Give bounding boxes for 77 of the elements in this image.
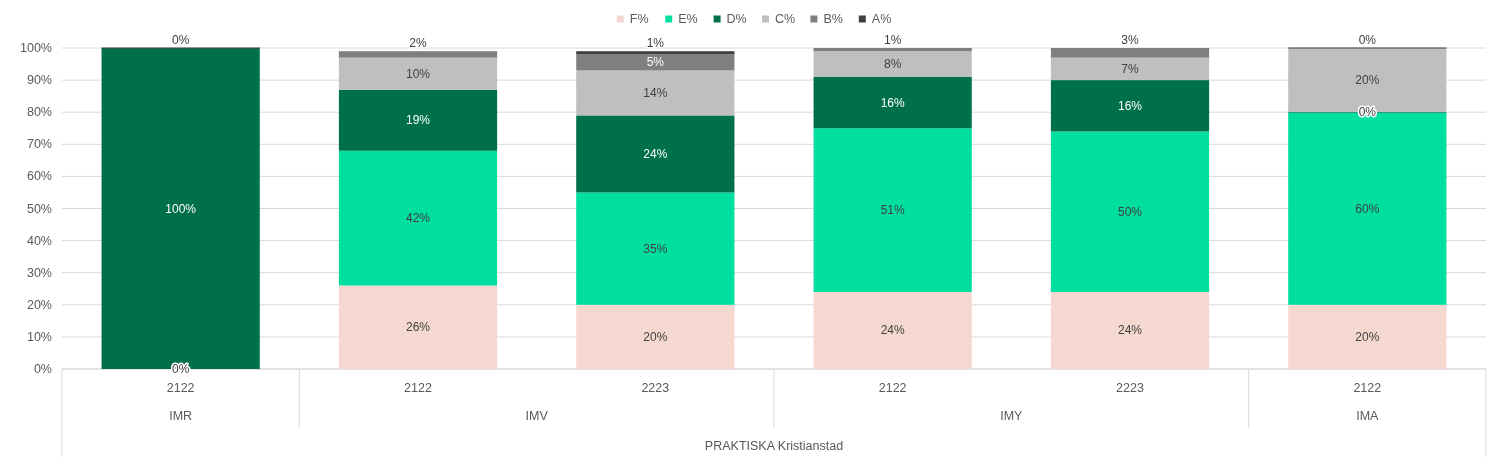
y-tick-label: 10% bbox=[26, 329, 52, 344]
bar bbox=[338, 57, 498, 90]
bar bbox=[338, 285, 498, 369]
bar bbox=[813, 291, 972, 369]
y-tick-label: 20% bbox=[26, 297, 52, 312]
x-axis-title: PRAKTISKA Kristianstad bbox=[704, 439, 844, 453]
data-label: 8% bbox=[883, 57, 902, 72]
text: IMA bbox=[1356, 409, 1380, 423]
data-label: 5% bbox=[646, 55, 665, 70]
data-label: 20% bbox=[1355, 329, 1380, 344]
bar bbox=[576, 192, 735, 305]
data-label: 60% bbox=[1355, 201, 1380, 216]
bar bbox=[1050, 291, 1210, 369]
data-label: 16% bbox=[880, 95, 905, 110]
data-label: 1% bbox=[883, 33, 902, 47]
bar bbox=[1050, 48, 1210, 58]
text: IMY bbox=[1000, 409, 1024, 423]
legend-label: E% bbox=[678, 12, 698, 26]
data-label: 24% bbox=[1117, 323, 1143, 338]
x-tick-label: 2223 bbox=[1116, 381, 1144, 395]
bar bbox=[338, 89, 498, 151]
data-label: 2% bbox=[409, 36, 427, 51]
y-tick-label: 70% bbox=[26, 137, 52, 152]
bar bbox=[338, 51, 498, 58]
y-tick-label: 100% bbox=[20, 41, 52, 55]
x-tick-label: 2122 bbox=[404, 381, 432, 395]
y-tick-label: 50% bbox=[26, 201, 52, 216]
legend-label: C% bbox=[775, 12, 796, 26]
data-label: 51% bbox=[880, 203, 905, 218]
data-label: 0% bbox=[171, 33, 190, 47]
x-tick-label: 2122 bbox=[166, 381, 195, 395]
data-label: 20% bbox=[1355, 73, 1380, 88]
legend-label: D% bbox=[726, 12, 747, 26]
bar bbox=[1050, 57, 1210, 81]
bar bbox=[338, 150, 498, 286]
data-label: 3% bbox=[1121, 33, 1139, 47]
data-label: 26% bbox=[405, 320, 431, 335]
data-label: 42% bbox=[405, 211, 431, 226]
bar bbox=[576, 70, 735, 116]
data-label: 24% bbox=[643, 146, 668, 161]
bar bbox=[1050, 80, 1210, 132]
y-tick-label: 30% bbox=[26, 265, 52, 280]
data-label: 24% bbox=[880, 323, 905, 338]
bar bbox=[576, 115, 735, 193]
data-label: 100% bbox=[165, 201, 197, 216]
data-label: 35% bbox=[643, 241, 668, 256]
x-tick-label: 2122 bbox=[878, 381, 907, 395]
bar bbox=[1050, 131, 1210, 292]
legend-label: B% bbox=[823, 12, 843, 26]
x-tick-label: 2223 bbox=[641, 381, 670, 395]
text: IMR bbox=[169, 409, 193, 423]
data-label: 50% bbox=[1117, 204, 1143, 219]
data-label: 0% bbox=[1358, 33, 1377, 47]
bar bbox=[813, 128, 972, 292]
x-tick-label: 2122 bbox=[1353, 381, 1382, 395]
data-label: 1% bbox=[646, 36, 665, 51]
text: IMV bbox=[525, 409, 549, 423]
data-label: 16% bbox=[1117, 98, 1143, 113]
y-tick-label: 0% bbox=[33, 362, 52, 376]
bar bbox=[813, 76, 972, 129]
data-label: 19% bbox=[405, 113, 431, 128]
y-tick-label: 80% bbox=[26, 105, 52, 120]
data-label: 7% bbox=[1121, 61, 1139, 76]
y-tick-label: 40% bbox=[26, 233, 52, 248]
bar bbox=[576, 304, 735, 369]
bar bbox=[576, 54, 735, 71]
bar bbox=[813, 48, 972, 52]
y-tick-label: 60% bbox=[26, 169, 52, 184]
legend-label: F% bbox=[629, 12, 649, 26]
bar bbox=[576, 51, 735, 55]
bar bbox=[1288, 304, 1447, 369]
data-label: 14% bbox=[643, 85, 668, 100]
data-label: 10% bbox=[405, 66, 431, 81]
bar bbox=[813, 51, 972, 77]
legend-label: A% bbox=[871, 12, 892, 26]
y-tick-label: 90% bbox=[26, 73, 52, 88]
data-label: 20% bbox=[643, 329, 668, 344]
